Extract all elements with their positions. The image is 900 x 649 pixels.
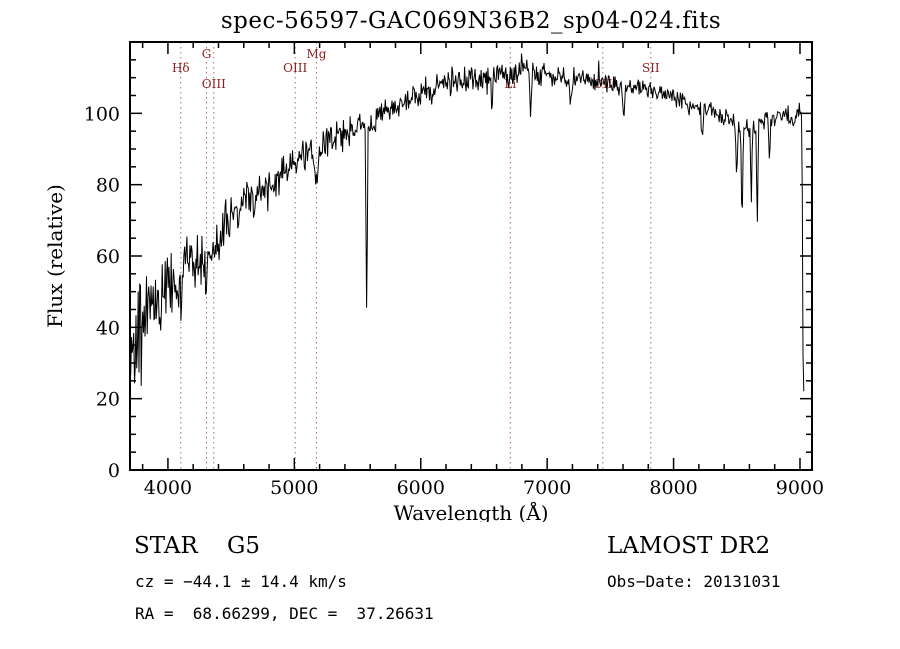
spectral-line-label: OIII [283,61,307,75]
x-tick-label: 4000 [144,477,192,499]
page-title: spec-56597-GAC069N36B2_sp04-024.fits [220,8,722,34]
spectral-line-label: SII [642,61,660,75]
y-tick-label: 20 [96,389,120,411]
spectral-line-label: Hδ [172,61,190,75]
obs-date-value: Obs−Date: 20131031 [607,572,781,591]
spectral-line-label: Li [504,77,516,91]
spectrum-trace [130,53,805,392]
spectral-line-label: G [202,47,212,61]
survey-label: LAMOST DR2 [607,533,771,559]
x-axis-label: Wavelength (Å) [393,500,548,522]
y-tick-label: 0 [108,460,120,482]
x-tick-label: 7000 [523,477,571,499]
y-axis-label: Flux (relative) [43,184,67,328]
cz-value: cz = −44.1 ± 14.4 km/s [135,572,347,591]
classification-label: STAR G5 [134,533,261,559]
x-tick-label: 6000 [397,477,445,499]
spectral-line-label: Mg [307,47,327,61]
y-tick-label: 40 [96,317,120,339]
y-tick-label: 60 [96,246,120,268]
y-tick-label: 80 [96,175,120,197]
spectral-line-label: OIII [202,77,226,91]
x-tick-label: 9000 [776,477,824,499]
x-tick-label: 5000 [270,477,318,499]
x-tick-label: 8000 [649,477,697,499]
ra-dec-value: RA = 68.66299, DEC = 37.26631 [135,604,434,623]
y-tick-label: 100 [84,103,120,125]
